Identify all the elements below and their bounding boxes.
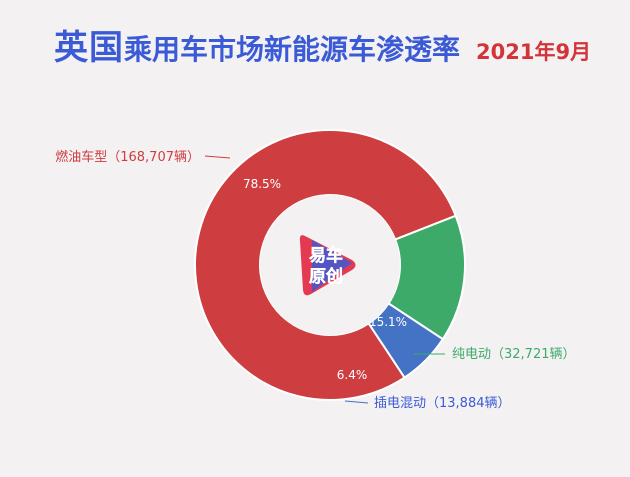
slice-name-label-2: 插电混动（13,884辆） [374,396,511,411]
leader-line-0 [204,155,231,159]
slice-labels: 78.5% 燃油车型（168,707辆） 15.1% 纯电动（32,721辆） 6.4%… [55,149,575,411]
leader-line-2 [344,400,369,404]
percent-label-0: 78.5% [243,177,281,191]
percent-label-1: 15.1% [369,315,407,329]
chart-title: 英国 乘用车市场新能源车渗透率 2021年9月 [54,20,591,69]
title-main: 乘用车市场新能源车渗透率 [124,33,461,66]
title-date: 2021年9月 [476,40,592,64]
title-country: 英国 [54,28,124,68]
percent-label-2: 6.4% [337,368,368,382]
logo-icon: 易车 原创 [299,235,356,296]
logo-text-line2: 原创 [309,266,343,287]
leader-lines [204,155,445,404]
logo-text-line1: 易车 [309,245,343,266]
slice-name-label-0: 燃油车型（168,707辆） [55,149,200,165]
slice-name-label-1: 纯电动（32,721辆） [452,347,576,362]
logo-inner-shape [312,240,352,292]
